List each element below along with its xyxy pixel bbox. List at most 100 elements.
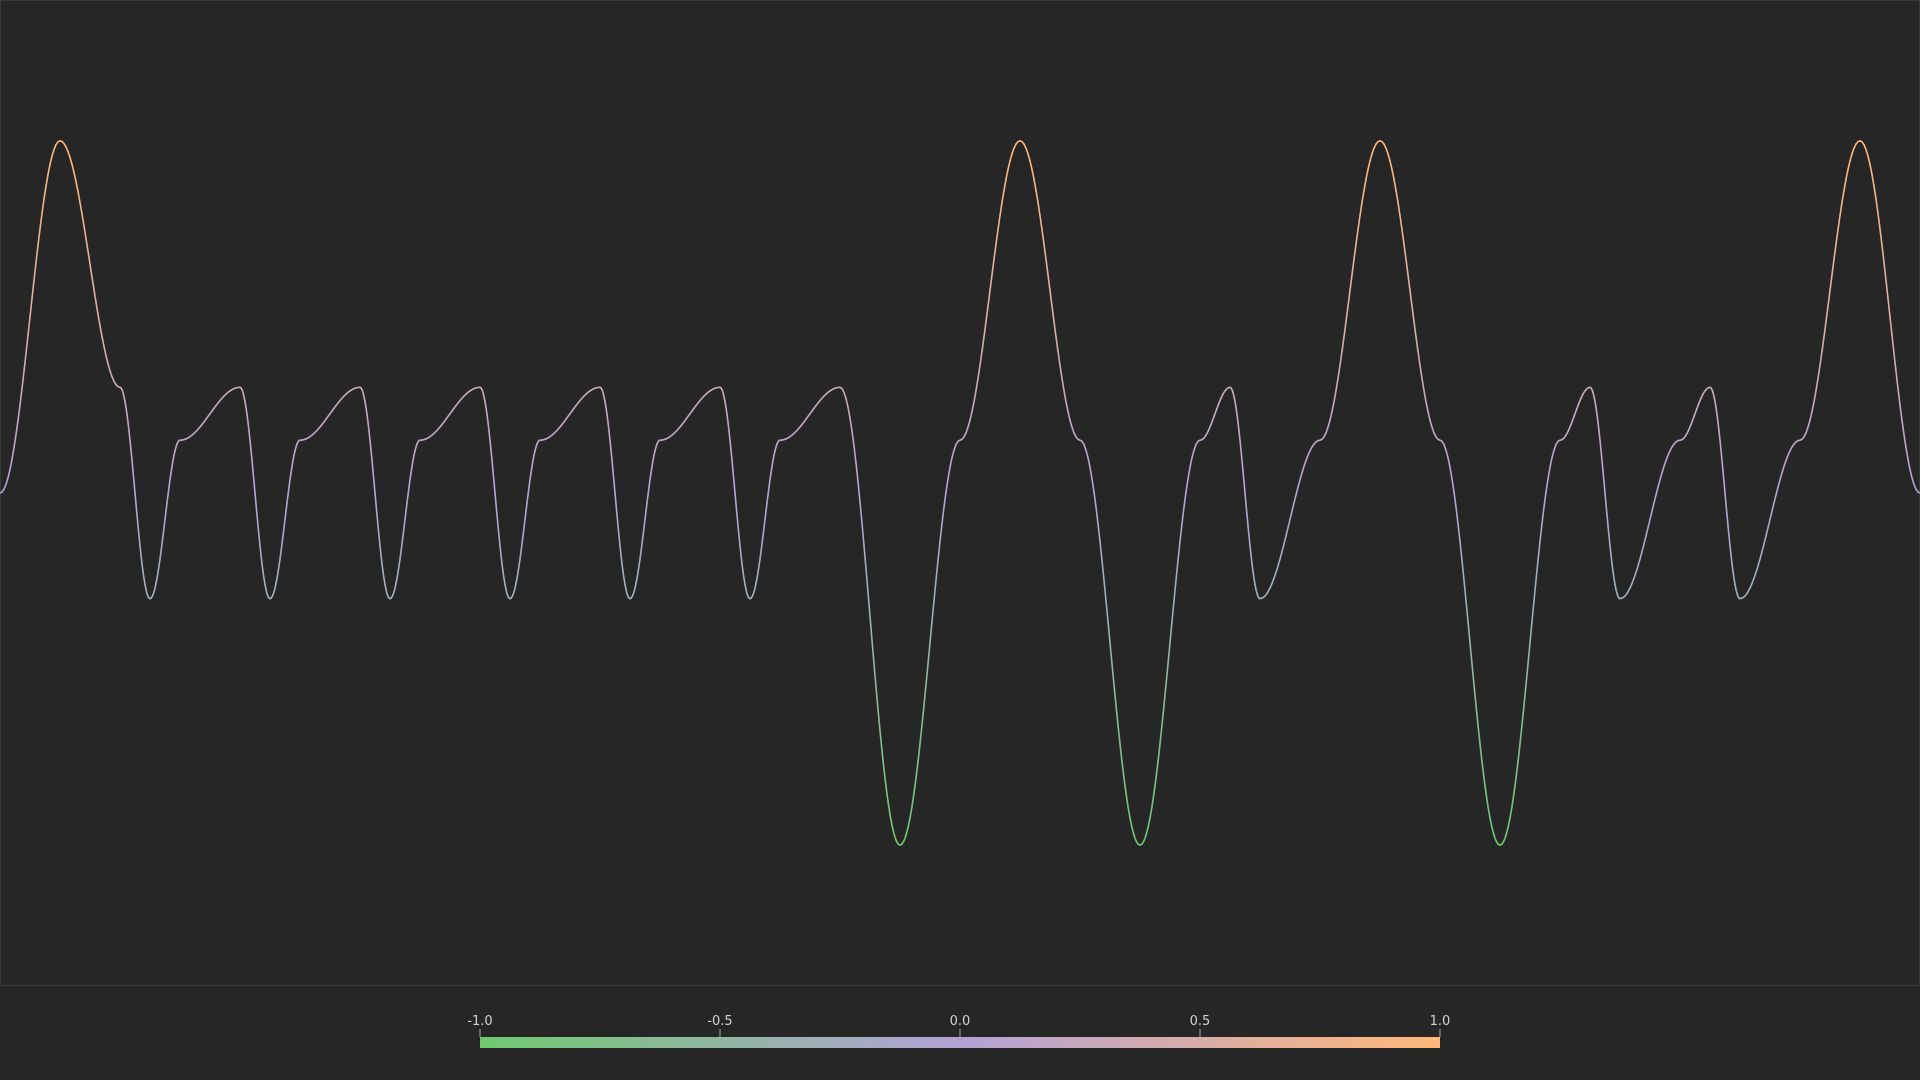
wave-segment	[859, 500, 863, 524]
wave-segment	[280, 543, 283, 553]
wave-segment	[1629, 582, 1633, 589]
wave-segment	[770, 465, 773, 474]
wave-segment	[532, 454, 535, 462]
wave-segment	[1417, 350, 1421, 367]
wave-segment	[1053, 320, 1057, 338]
wave-segment	[499, 545, 502, 556]
wave-segment	[917, 743, 921, 763]
wave-segment	[987, 289, 991, 307]
wave-segment	[288, 478, 291, 488]
wave-segment	[1715, 406, 1718, 416]
wave-segment	[382, 570, 385, 580]
wave-segment	[1777, 478, 1781, 488]
wave-segment	[1033, 178, 1037, 192]
wave-segment	[738, 535, 741, 547]
wave-segment	[257, 524, 260, 537]
wave-segment	[109, 370, 113, 378]
wave-segment	[736, 514, 739, 527]
wave-segment	[1779, 472, 1783, 481]
wave-segment	[397, 565, 400, 574]
wave-segment	[1889, 316, 1893, 337]
wave-segment	[1179, 522, 1183, 543]
wave-segment	[931, 599, 935, 623]
wave-segment	[1299, 472, 1303, 481]
wave-segment	[1115, 704, 1119, 726]
wave-segment	[1175, 559, 1179, 581]
wave-segment	[1341, 335, 1345, 353]
wave-segment	[991, 258, 995, 276]
wave-segment	[107, 363, 111, 372]
wave-segment	[921, 704, 925, 726]
wave-segment	[1771, 502, 1775, 512]
wave-segment	[405, 502, 408, 512]
wave-segment	[39, 212, 43, 230]
wave-segment	[168, 478, 171, 488]
wave-segment	[1252, 570, 1255, 580]
wave-segment	[381, 562, 384, 573]
wave-segment	[162, 526, 165, 537]
wave-segment	[1447, 456, 1451, 469]
wave-segment	[51, 148, 55, 157]
wave-segment	[1873, 185, 1877, 200]
wave-segment	[377, 524, 380, 537]
wave-segment	[1517, 743, 1521, 763]
wave-segment	[1763, 535, 1767, 545]
wave-segment	[1153, 777, 1157, 794]
wave-segment	[621, 562, 624, 573]
wave-segment	[1635, 565, 1639, 574]
wave-segment	[79, 201, 83, 215]
wave-segment	[1783, 459, 1787, 468]
wave-segment	[611, 459, 614, 472]
wave-segment	[765, 502, 768, 512]
wave-segment	[1731, 562, 1734, 573]
wave-segment	[1051, 305, 1055, 323]
wave-segment	[1755, 565, 1759, 574]
wave-segment	[1121, 760, 1125, 779]
wave-segment	[1867, 155, 1871, 166]
wave-segment	[1025, 147, 1029, 155]
wave-segment	[1403, 243, 1407, 261]
wave-segment	[726, 413, 729, 424]
wave-segment	[1781, 465, 1785, 474]
wave-segment	[1355, 228, 1359, 246]
wave-segment	[1335, 377, 1339, 392]
wave-segment	[1787, 449, 1791, 457]
wave-segment	[1614, 583, 1617, 591]
wave-segment	[927, 641, 931, 665]
wave-segment	[975, 377, 979, 392]
wave-segment	[1169, 620, 1173, 644]
wave-segment	[1606, 514, 1609, 527]
wave-segment	[406, 494, 409, 504]
wave-segment	[248, 430, 251, 441]
wave-segment	[1601, 459, 1604, 472]
wave-segment	[1133, 834, 1137, 842]
wave-segment	[529, 472, 532, 481]
wave-segment	[1065, 400, 1069, 413]
wave-segment	[1244, 492, 1247, 505]
wave-segment	[1817, 364, 1821, 380]
wave-segment	[408, 478, 411, 488]
wave-segment	[893, 833, 897, 841]
wave-segment	[1659, 472, 1663, 481]
wave-segment	[1101, 559, 1105, 581]
wave-segment	[1775, 486, 1779, 496]
wave-segment	[1097, 522, 1101, 543]
wave-segment	[1087, 456, 1091, 469]
wave-segment	[484, 400, 487, 409]
wave-segment	[1145, 826, 1149, 837]
wave-segment	[1613, 577, 1616, 586]
wave-segment	[1901, 419, 1905, 436]
wave-segment	[1151, 792, 1155, 808]
wave-segment	[15, 419, 19, 436]
wave-segment	[139, 545, 142, 556]
wave-segment	[403, 518, 406, 529]
wave-segment	[278, 558, 281, 567]
wave-segment	[1009, 153, 1013, 162]
wave-segment	[170, 465, 173, 474]
wave-segment	[909, 805, 913, 819]
wave-segment	[624, 583, 627, 591]
wave-segment	[77, 190, 81, 204]
wave-segment	[772, 454, 775, 462]
wave-segment	[1279, 550, 1283, 560]
wave-segment	[851, 430, 855, 447]
